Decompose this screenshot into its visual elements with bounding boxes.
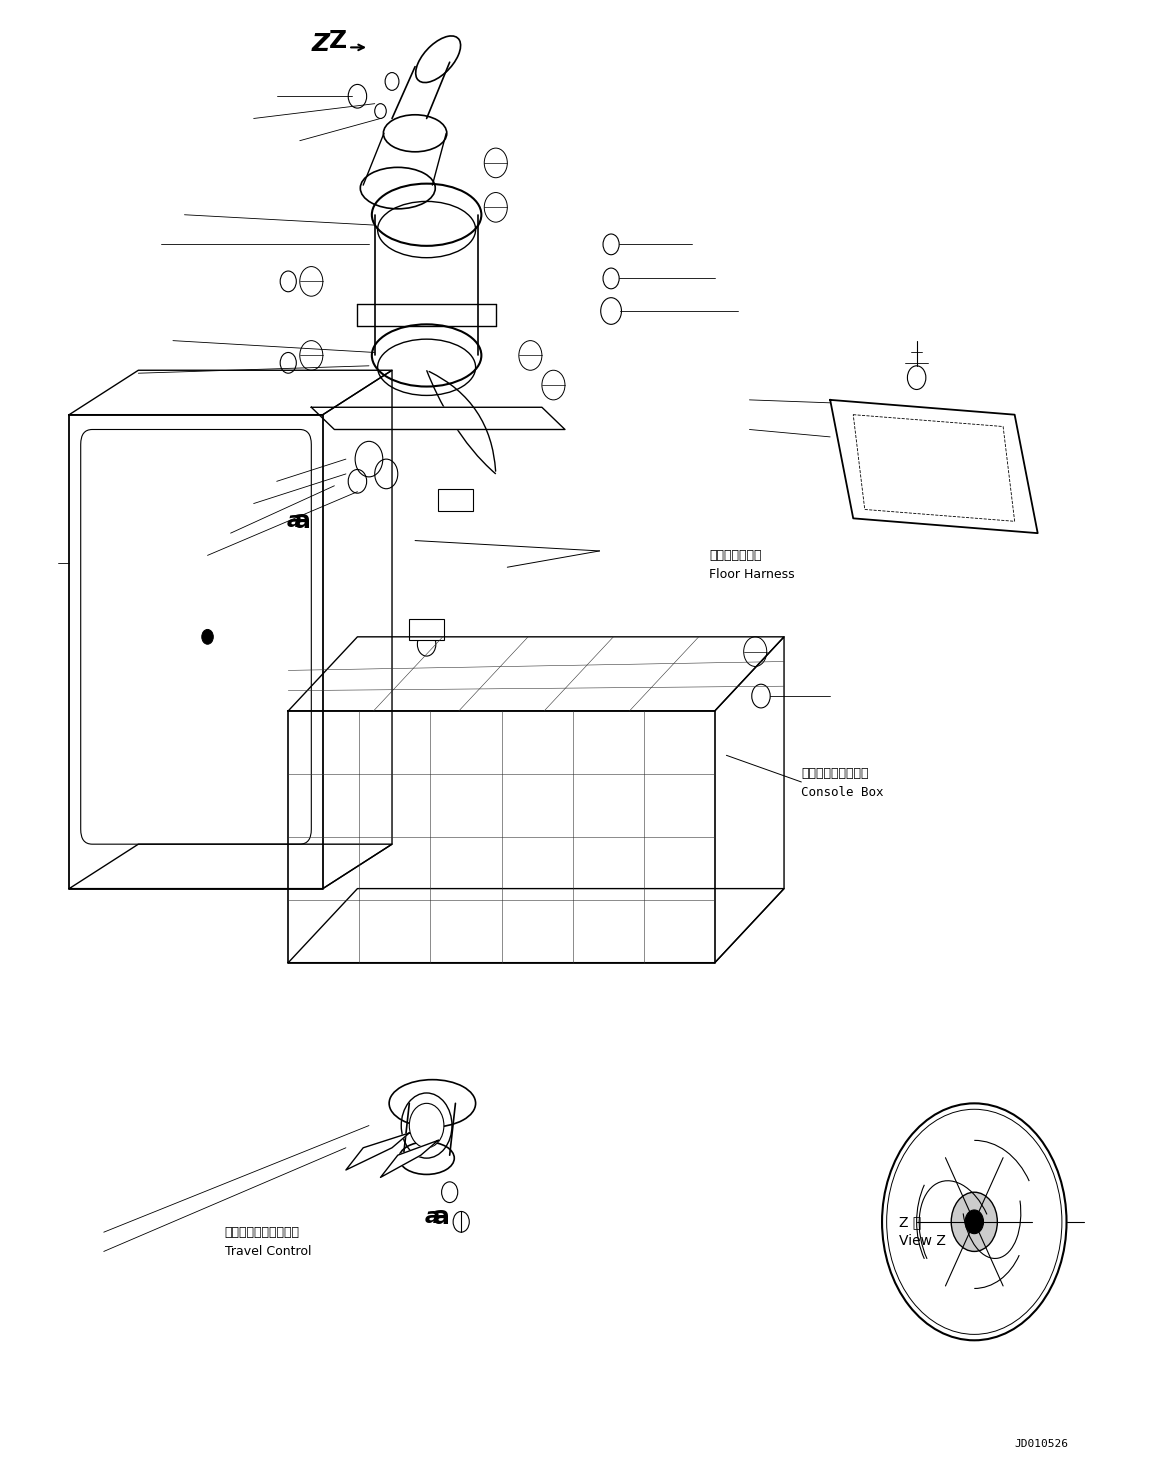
Polygon shape bbox=[311, 407, 565, 429]
Polygon shape bbox=[346, 1133, 409, 1170]
Bar bbox=[438, 489, 473, 511]
Text: a: a bbox=[432, 1206, 450, 1229]
Bar bbox=[409, 619, 444, 640]
Circle shape bbox=[915, 450, 929, 468]
Circle shape bbox=[941, 475, 950, 487]
Text: a: a bbox=[286, 511, 302, 532]
Text: Z 視: Z 視 bbox=[899, 1214, 921, 1229]
Circle shape bbox=[409, 1103, 444, 1148]
Text: Floor Harness: Floor Harness bbox=[709, 569, 794, 581]
Circle shape bbox=[202, 629, 213, 644]
Text: Travel Control: Travel Control bbox=[225, 1246, 311, 1257]
Polygon shape bbox=[380, 1140, 438, 1177]
Text: Z: Z bbox=[311, 33, 330, 56]
Text: フロアハーネス: フロアハーネス bbox=[709, 549, 762, 561]
Text: View Z: View Z bbox=[899, 1234, 947, 1248]
Text: a: a bbox=[424, 1207, 440, 1228]
Text: Z: Z bbox=[329, 30, 347, 53]
Text: JD010526: JD010526 bbox=[1015, 1440, 1069, 1448]
Circle shape bbox=[951, 1192, 997, 1251]
Text: コンソールボックス: コンソールボックス bbox=[801, 767, 869, 779]
Circle shape bbox=[965, 1210, 984, 1234]
Text: トラベルコントロール: トラベルコントロール bbox=[225, 1226, 300, 1238]
Text: a: a bbox=[294, 509, 311, 533]
Text: Console Box: Console Box bbox=[801, 786, 884, 798]
Polygon shape bbox=[830, 400, 1038, 533]
